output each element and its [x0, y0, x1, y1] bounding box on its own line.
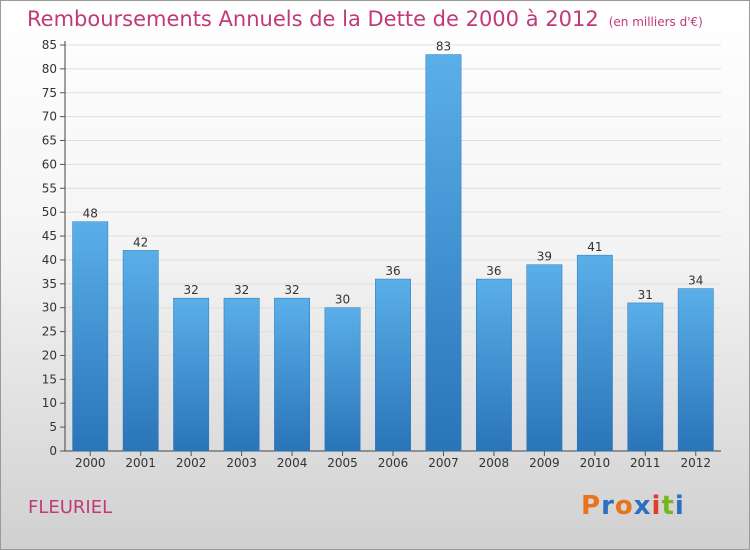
- bar: [526, 264, 563, 452]
- y-tick-label: 70: [42, 110, 57, 124]
- bar: [425, 54, 462, 452]
- data-label: 36: [385, 264, 400, 278]
- proxiti-logo[interactable]: Proxiti: [581, 491, 685, 521]
- x-tick-label: 2009: [529, 456, 560, 470]
- x-tick-label: 2003: [226, 456, 257, 470]
- y-tick-label: 5: [49, 420, 57, 434]
- y-tick-label: 55: [42, 181, 57, 195]
- bar: [173, 297, 210, 452]
- bar: [476, 278, 512, 452]
- logo-letter: P: [581, 491, 602, 521]
- data-label: 32: [234, 283, 249, 297]
- x-tick-label: 2011: [630, 456, 661, 470]
- y-tick-label: 45: [42, 229, 57, 243]
- bars: [72, 54, 714, 452]
- x-tick-label: 2005: [327, 456, 358, 470]
- logo-letter: r: [601, 491, 615, 521]
- y-tick-label: 0: [49, 444, 57, 458]
- x-tick-label: 2008: [479, 456, 510, 470]
- data-label: 41: [587, 240, 602, 254]
- data-label: 36: [486, 264, 501, 278]
- x-tick-label: 2002: [176, 456, 207, 470]
- y-tick-label: 50: [42, 205, 57, 219]
- bar: [324, 307, 361, 452]
- y-tick-label: 65: [42, 134, 57, 148]
- bar: [274, 297, 310, 452]
- y-tick-label: 85: [42, 38, 57, 52]
- y-tick-label: 80: [42, 62, 57, 76]
- y-tick-label: 75: [42, 86, 57, 100]
- chart-title: Remboursements Annuels de la Dette de 20…: [27, 7, 703, 31]
- y-tick-label: 35: [42, 277, 57, 291]
- y-tick-label: 10: [42, 396, 57, 410]
- data-label: 31: [638, 288, 653, 302]
- logo-letter: t: [661, 491, 675, 521]
- data-label: 30: [335, 293, 350, 307]
- x-tick-label: 2007: [428, 456, 459, 470]
- location-label: FLEURIEL: [28, 497, 113, 518]
- logo-letter: x: [633, 491, 652, 521]
- x-tick-label: 2001: [125, 456, 156, 470]
- y-tick-label: 60: [42, 157, 57, 171]
- data-label: 39: [537, 250, 552, 264]
- y-tick-label: 25: [42, 325, 57, 339]
- x-tick-label: 2000: [75, 456, 106, 470]
- x-tick-label: 2006: [378, 456, 409, 470]
- labels: 0 5 10 15 20 25 30 35 40 45 50 55 60 65 70 75 80 85 48 2000…: [42, 38, 711, 470]
- data-label: 48: [83, 207, 98, 221]
- bar: [223, 297, 260, 452]
- data-label: 42: [133, 235, 148, 249]
- data-label: 32: [284, 283, 299, 297]
- logo-letter: o: [614, 491, 634, 521]
- bar: [72, 221, 109, 452]
- x-tick-label: 2012: [680, 456, 711, 470]
- bar: [576, 254, 613, 452]
- y-tick-label: 30: [42, 301, 57, 315]
- data-label: 32: [184, 283, 199, 297]
- logo-letter: i: [651, 491, 662, 521]
- y-tick-label: 40: [42, 253, 57, 267]
- chart-title-text: Remboursements Annuels de la Dette de 20…: [27, 7, 599, 31]
- data-label: 34: [688, 274, 703, 288]
- bar: [122, 250, 159, 452]
- x-tick-label: 2010: [580, 456, 611, 470]
- bar: [375, 278, 411, 452]
- data-label: 83: [436, 40, 451, 54]
- y-tick-label: 20: [42, 348, 57, 362]
- y-tick-label: 15: [42, 372, 57, 386]
- bar: [627, 302, 664, 452]
- chart-unit: (en milliers d'€): [608, 15, 703, 29]
- logo-letter: i: [674, 491, 685, 521]
- bar: [677, 288, 714, 452]
- x-tick-label: 2004: [277, 456, 308, 470]
